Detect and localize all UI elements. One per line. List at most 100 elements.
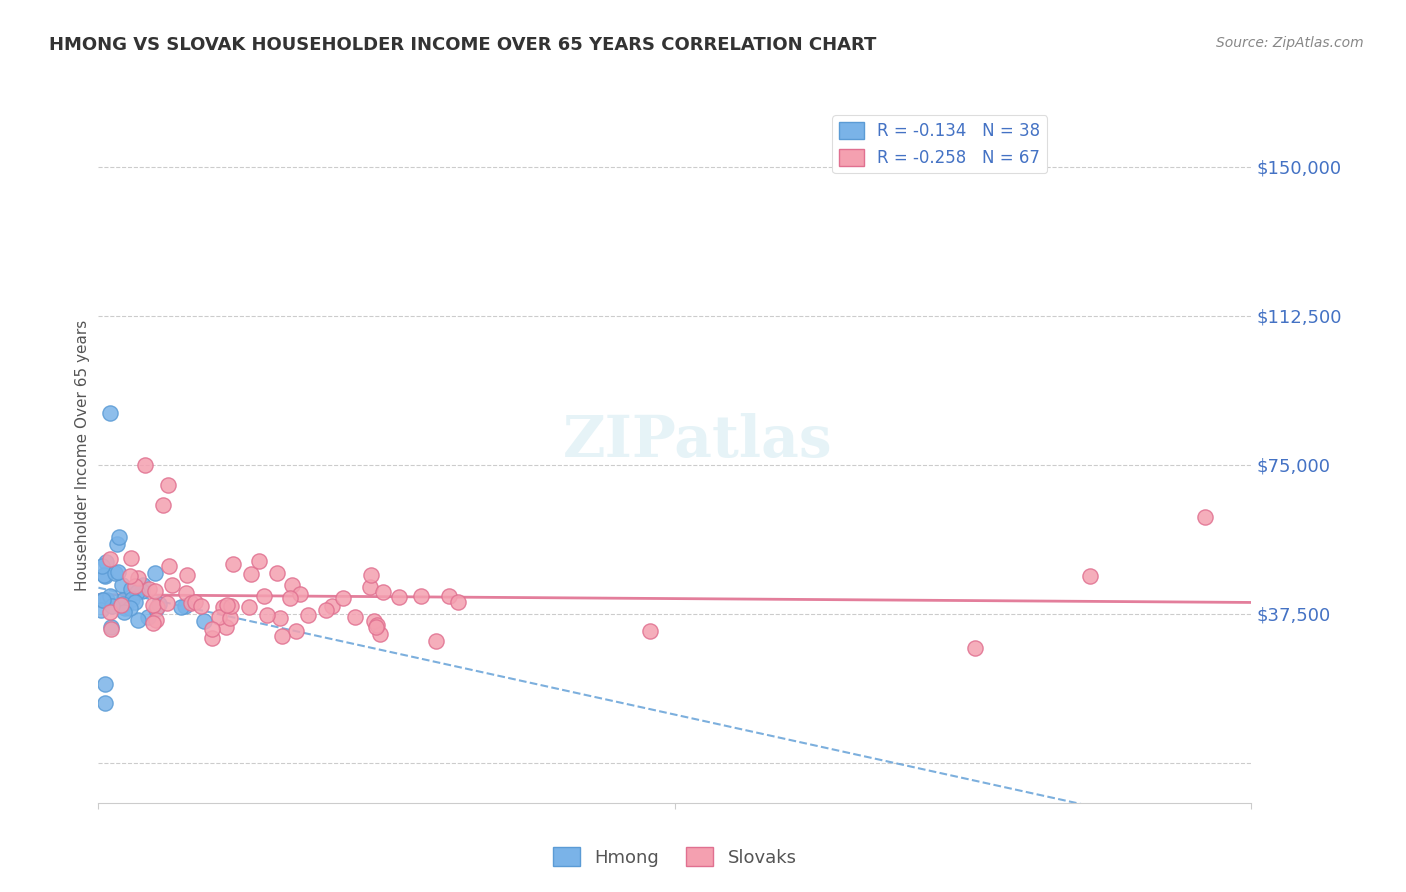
Point [124, 579, 146, 593]
Point [152, 498, 174, 512]
Point [212, 599, 235, 614]
Point [143, 566, 166, 581]
Point [134, 458, 156, 472]
Point [219, 611, 242, 625]
Point [112, 593, 135, 607]
Point [136, 609, 159, 624]
Point [221, 599, 243, 614]
Text: ZIPatlas: ZIPatlas [564, 413, 832, 469]
Point [371, 585, 394, 599]
Point [120, 551, 142, 566]
Point [344, 609, 367, 624]
Point [266, 566, 288, 580]
Point [447, 594, 470, 608]
Point [138, 582, 160, 597]
Point [127, 585, 149, 599]
Point [170, 599, 193, 614]
Point [638, 624, 661, 638]
Point [437, 589, 460, 603]
Point [143, 583, 166, 598]
Point [105, 537, 128, 551]
Point [269, 611, 291, 625]
Point [114, 601, 136, 615]
Point [142, 615, 165, 630]
Point [112, 605, 135, 619]
Point [124, 595, 146, 609]
Point [359, 580, 381, 594]
Point [145, 613, 167, 627]
Point [176, 568, 198, 582]
Point [281, 578, 304, 592]
Point [278, 591, 301, 605]
Point [332, 591, 354, 606]
Point [90, 603, 112, 617]
Point [963, 640, 986, 655]
Point [148, 597, 170, 611]
Point [214, 620, 236, 634]
Point [180, 596, 202, 610]
Point [201, 632, 224, 646]
Point [94, 555, 117, 569]
Point [156, 596, 179, 610]
Point [94, 569, 117, 583]
Point [98, 605, 121, 619]
Point [142, 599, 165, 613]
Point [131, 584, 153, 599]
Point [120, 601, 142, 615]
Point [110, 598, 132, 612]
Legend: R = -0.134   N = 38, R = -0.258   N = 67: R = -0.134 N = 38, R = -0.258 N = 67 [832, 115, 1047, 173]
Point [131, 578, 153, 592]
Point [193, 614, 215, 628]
Point [249, 554, 271, 568]
Point [173, 599, 195, 614]
Point [409, 589, 432, 603]
Point [288, 587, 311, 601]
Point [94, 697, 117, 711]
Point [100, 622, 122, 636]
Point [239, 567, 262, 582]
Text: Source: ZipAtlas.com: Source: ZipAtlas.com [1216, 36, 1364, 50]
Point [157, 558, 180, 573]
Legend: Hmong, Slovaks: Hmong, Slovaks [546, 840, 804, 874]
Point [256, 607, 278, 622]
Y-axis label: Householder Income Over 65 years: Householder Income Over 65 years [75, 319, 90, 591]
Point [1078, 569, 1101, 583]
Point [146, 599, 169, 614]
Point [121, 592, 143, 607]
Point [118, 569, 141, 583]
Point [285, 624, 308, 638]
Point [90, 592, 112, 607]
Point [107, 530, 129, 544]
Point [360, 567, 382, 582]
Point [98, 552, 121, 566]
Point [425, 633, 447, 648]
Point [271, 629, 294, 643]
Point [120, 582, 142, 596]
Point [222, 558, 245, 572]
Point [368, 626, 391, 640]
Point [315, 603, 337, 617]
Point [127, 571, 149, 585]
Point [363, 614, 385, 628]
Text: HMONG VS SLOVAK HOUSEHOLDER INCOME OVER 65 YEARS CORRELATION CHART: HMONG VS SLOVAK HOUSEHOLDER INCOME OVER … [49, 36, 876, 54]
Point [238, 600, 260, 615]
Point [94, 676, 117, 690]
Point [321, 599, 343, 614]
Point [184, 595, 207, 609]
Point [107, 565, 129, 579]
Point [160, 578, 183, 592]
Point [112, 597, 135, 611]
Point [215, 598, 238, 612]
Point [208, 610, 231, 624]
Point [253, 589, 276, 603]
Point [98, 589, 121, 603]
Point [174, 586, 197, 600]
Point [297, 607, 319, 622]
Point [91, 593, 114, 607]
Point [366, 618, 388, 632]
Point [103, 566, 125, 581]
Point [93, 567, 115, 582]
Point [98, 406, 121, 420]
Point [100, 619, 122, 633]
Point [111, 578, 134, 592]
